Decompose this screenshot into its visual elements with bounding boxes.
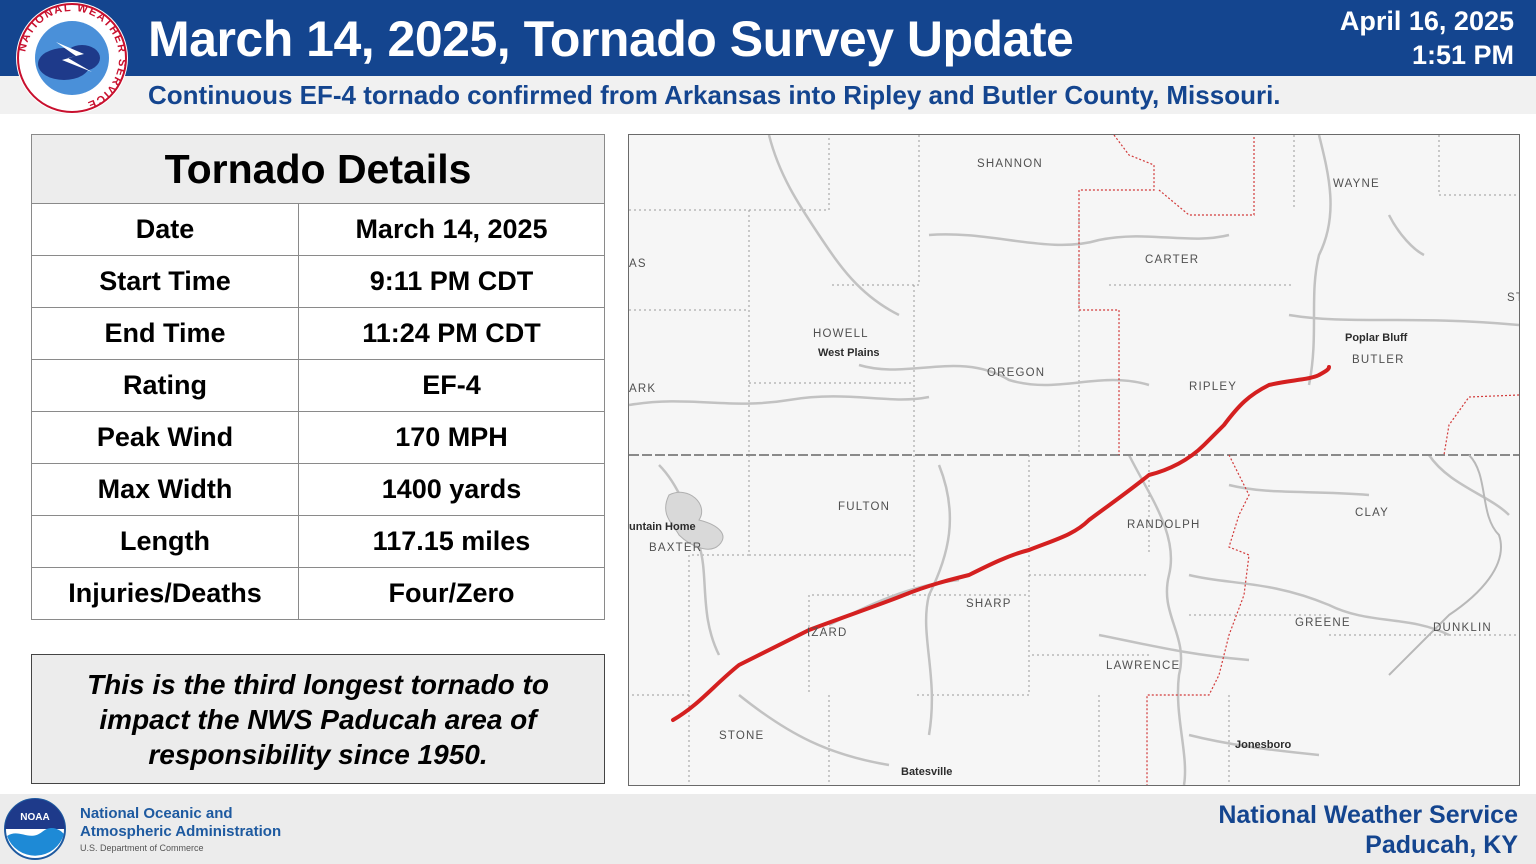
issue-time: 1:51 PM — [1411, 40, 1514, 70]
table-row: Peak Wind 170 MPH — [31, 411, 605, 464]
row-label: Length — [31, 515, 299, 568]
row-value: Four/Zero — [298, 567, 605, 620]
note-box: This is the third longest tornado to imp… — [31, 654, 605, 784]
row-label: Max Width — [31, 463, 299, 516]
row-label: Injuries/Deaths — [31, 567, 299, 620]
issue-datetime: April 16, 2025 1:51 PM — [1340, 4, 1514, 72]
county-label: DUNKLIN — [1433, 622, 1492, 634]
noaa-line1: National Oceanic and — [80, 805, 233, 822]
row-label: Rating — [31, 359, 299, 412]
county-label: SHARP — [966, 598, 1012, 610]
row-value: 117.15 miles — [298, 515, 605, 568]
row-label: Date — [31, 203, 299, 256]
table-row: Max Width 1400 yards — [31, 463, 605, 516]
county-label: GREENE — [1295, 617, 1351, 629]
county-label: SHANNON — [977, 158, 1043, 170]
nws-line1: National Weather Service — [1218, 801, 1518, 829]
lake-norfork — [665, 491, 724, 550]
noaa-logo-icon: NOAA — [4, 798, 66, 860]
noaa-line2: Atmospheric Administration — [80, 823, 282, 840]
county-label: IZARD — [807, 627, 848, 639]
tornado-details-table: Tornado Details Date March 14, 2025 Start… — [31, 134, 605, 620]
table-row: Length 117.15 miles — [31, 515, 605, 568]
county-label: CLAY — [1355, 507, 1389, 519]
county-label: ST — [1507, 292, 1519, 304]
county-label: FULTON — [838, 501, 890, 513]
county-label: CARTER — [1145, 254, 1199, 266]
row-label: Peak Wind — [31, 411, 299, 464]
county-label: BAXTER — [649, 542, 702, 554]
issue-date: April 16, 2025 — [1339, 6, 1514, 36]
page-title: March 14, 2025, Tornado Survey Update — [148, 11, 1074, 67]
cwa-border — [1078, 135, 1519, 785]
row-value: EF-4 — [298, 359, 605, 412]
table-row: Rating EF-4 — [31, 359, 605, 412]
row-label: Start Time — [31, 255, 299, 308]
table-row: Injuries/Deaths Four/Zero — [31, 567, 605, 620]
noaa-line3: U.S. Department of Commerce — [80, 843, 204, 853]
page-subtitle: Continuous EF-4 tornado confirmed from A… — [148, 80, 1281, 110]
county-label: BUTLER — [1352, 354, 1405, 366]
county-label: HOWELL — [813, 328, 869, 340]
county-label: OREGON — [987, 367, 1045, 379]
row-label: End Time — [31, 307, 299, 360]
note-text: This is the third longest tornado to imp… — [87, 668, 549, 770]
subtitle-bar — [0, 76, 1536, 114]
county-label: RANDOLPH — [1127, 519, 1201, 531]
table-row: Date March 14, 2025 — [31, 203, 605, 256]
county-label: ARK — [629, 383, 656, 395]
nws-office: National Weather Service Paducah, KY — [1218, 800, 1518, 860]
row-value: 11:24 PM CDT — [298, 307, 605, 360]
row-value: 170 MPH — [298, 411, 605, 464]
nws-logo-icon: NATIONAL WEATHER SERVICE — [16, 2, 128, 114]
table-row: Start Time 9:11 PM CDT — [31, 255, 605, 308]
county-label: RIPLEY — [1189, 381, 1237, 393]
county-label: STONE — [719, 730, 764, 742]
nws-line2: Paducah, KY — [1365, 831, 1518, 859]
city-label: Poplar Bluff — [1345, 332, 1408, 344]
tornado-track-map[interactable]: SHANNON WAYNE CARTER HOWELL OREGON RIPLE… — [628, 134, 1520, 786]
row-value: March 14, 2025 — [298, 203, 605, 256]
table-heading: Tornado Details — [31, 134, 605, 204]
row-value: 9:11 PM CDT — [298, 255, 605, 308]
tornado-track — [671, 365, 1331, 722]
county-label: LAWRENCE — [1106, 660, 1180, 672]
city-label: Batesville — [901, 766, 952, 778]
footer-bar — [0, 794, 1536, 864]
city-label: untain Home — [629, 521, 696, 533]
header-bar — [0, 0, 1536, 76]
noaa-badge-text: NOAA — [20, 812, 49, 823]
east-river — [1388, 454, 1502, 676]
table-row: End Time 11:24 PM CDT — [31, 307, 605, 360]
map-svg: SHANNON WAYNE CARTER HOWELL OREGON RIPLE… — [629, 135, 1519, 785]
county-label: WAYNE — [1333, 178, 1380, 190]
city-label: Jonesboro — [1235, 739, 1292, 751]
row-value: 1400 yards — [298, 463, 605, 516]
county-label: AS — [629, 258, 647, 270]
noaa-name: National Oceanic and Atmospheric Adminis… — [80, 805, 281, 841]
city-label: West Plains — [818, 347, 880, 359]
